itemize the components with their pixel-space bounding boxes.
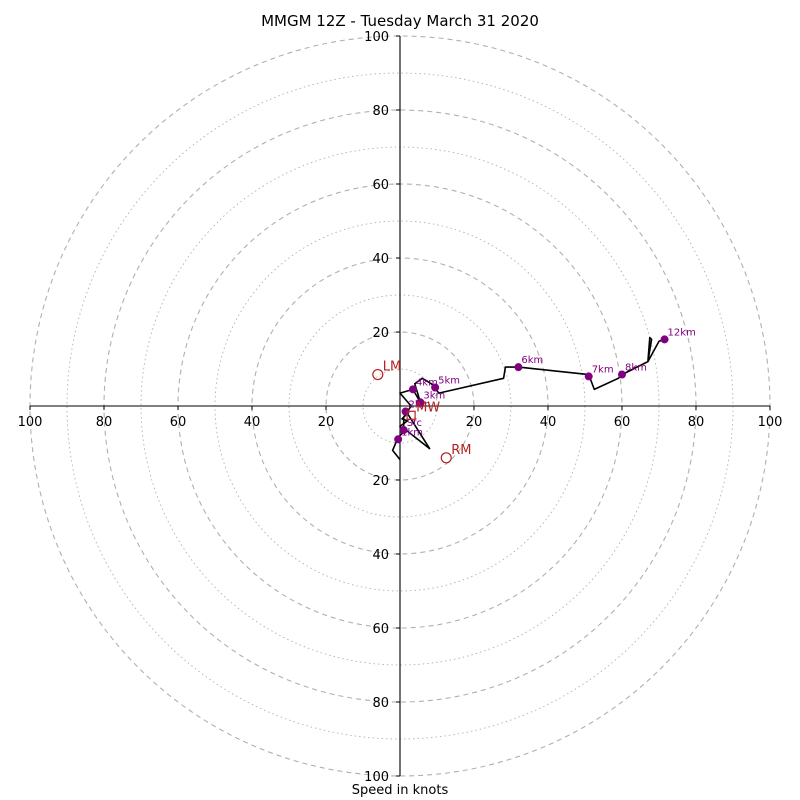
x-tick-label: 80 (688, 415, 705, 430)
tick-labels: 20 20 20 20 40 40 40 40 60 60 60 60 80 80 80 80 100 100 10… (18, 30, 783, 785)
x-tick-label: 40 (244, 415, 261, 430)
height-marker-label: 5km (438, 376, 460, 387)
storm-motion-label: LM (383, 360, 401, 375)
x-tick-label: 100 (18, 415, 43, 430)
x-tick-label: 60 (170, 415, 187, 430)
hodograph-line (391, 336, 665, 461)
height-marker-point (584, 372, 593, 381)
storm-motion-label: MW (416, 400, 440, 415)
y-tick-label: 40 (372, 252, 389, 267)
y-tick-label: 60 (372, 622, 389, 637)
y-tick-label: 40 (372, 548, 389, 563)
storm-motion-marker (440, 452, 452, 464)
y-tick-label: 20 (372, 326, 389, 341)
y-tick-label: 80 (372, 104, 389, 119)
height-marker-label: 3km (423, 390, 445, 401)
x-tick-label: 100 (758, 415, 783, 430)
height-marker-label: 12km (668, 327, 696, 338)
height-marker-label: 8km (625, 363, 647, 374)
y-tick-label: 100 (364, 30, 389, 45)
height-marker-point (431, 383, 440, 392)
storm-motion-markers: LM MW RM (372, 360, 472, 464)
x-tick-label: 80 (96, 415, 113, 430)
height-marker-label: Sfc (407, 418, 422, 429)
y-tick-label: 20 (372, 474, 389, 489)
height-marker-point (618, 370, 626, 379)
storm-motion-marker (406, 410, 416, 420)
height-marker-label: 4km (416, 377, 438, 388)
height-marker-point (394, 435, 403, 444)
x-tick-label: 60 (614, 415, 631, 430)
x-axis-label: Speed in knots (351, 783, 449, 798)
x-tick-label: 40 (540, 415, 557, 430)
height-marker-point (416, 398, 425, 407)
x-tick-label: 20 (466, 415, 483, 430)
height-marker-point (408, 385, 417, 394)
y-tick-label: 80 (372, 696, 389, 711)
height-marker-label: 7km (592, 364, 614, 375)
height-marker-label: 6km (521, 355, 543, 366)
hodograph-trace (391, 336, 665, 461)
height-markers: Sfc1km2km3km4km5km6km7km8km12km (394, 327, 696, 444)
storm-motion-marker (372, 368, 384, 381)
y-tick-label: 100 (364, 770, 389, 785)
axes (30, 36, 770, 776)
y-tick-label: 60 (372, 178, 389, 193)
x-tick-label: 20 (318, 415, 335, 430)
storm-motion-label: RM (451, 443, 471, 458)
height-marker-label: 1km (401, 427, 423, 438)
height-marker-point (514, 363, 523, 372)
chart-title: MMGM 12Z - Tuesday March 31 2020 (261, 12, 539, 30)
height-marker-point (660, 335, 669, 344)
height-marker-point (399, 426, 408, 435)
